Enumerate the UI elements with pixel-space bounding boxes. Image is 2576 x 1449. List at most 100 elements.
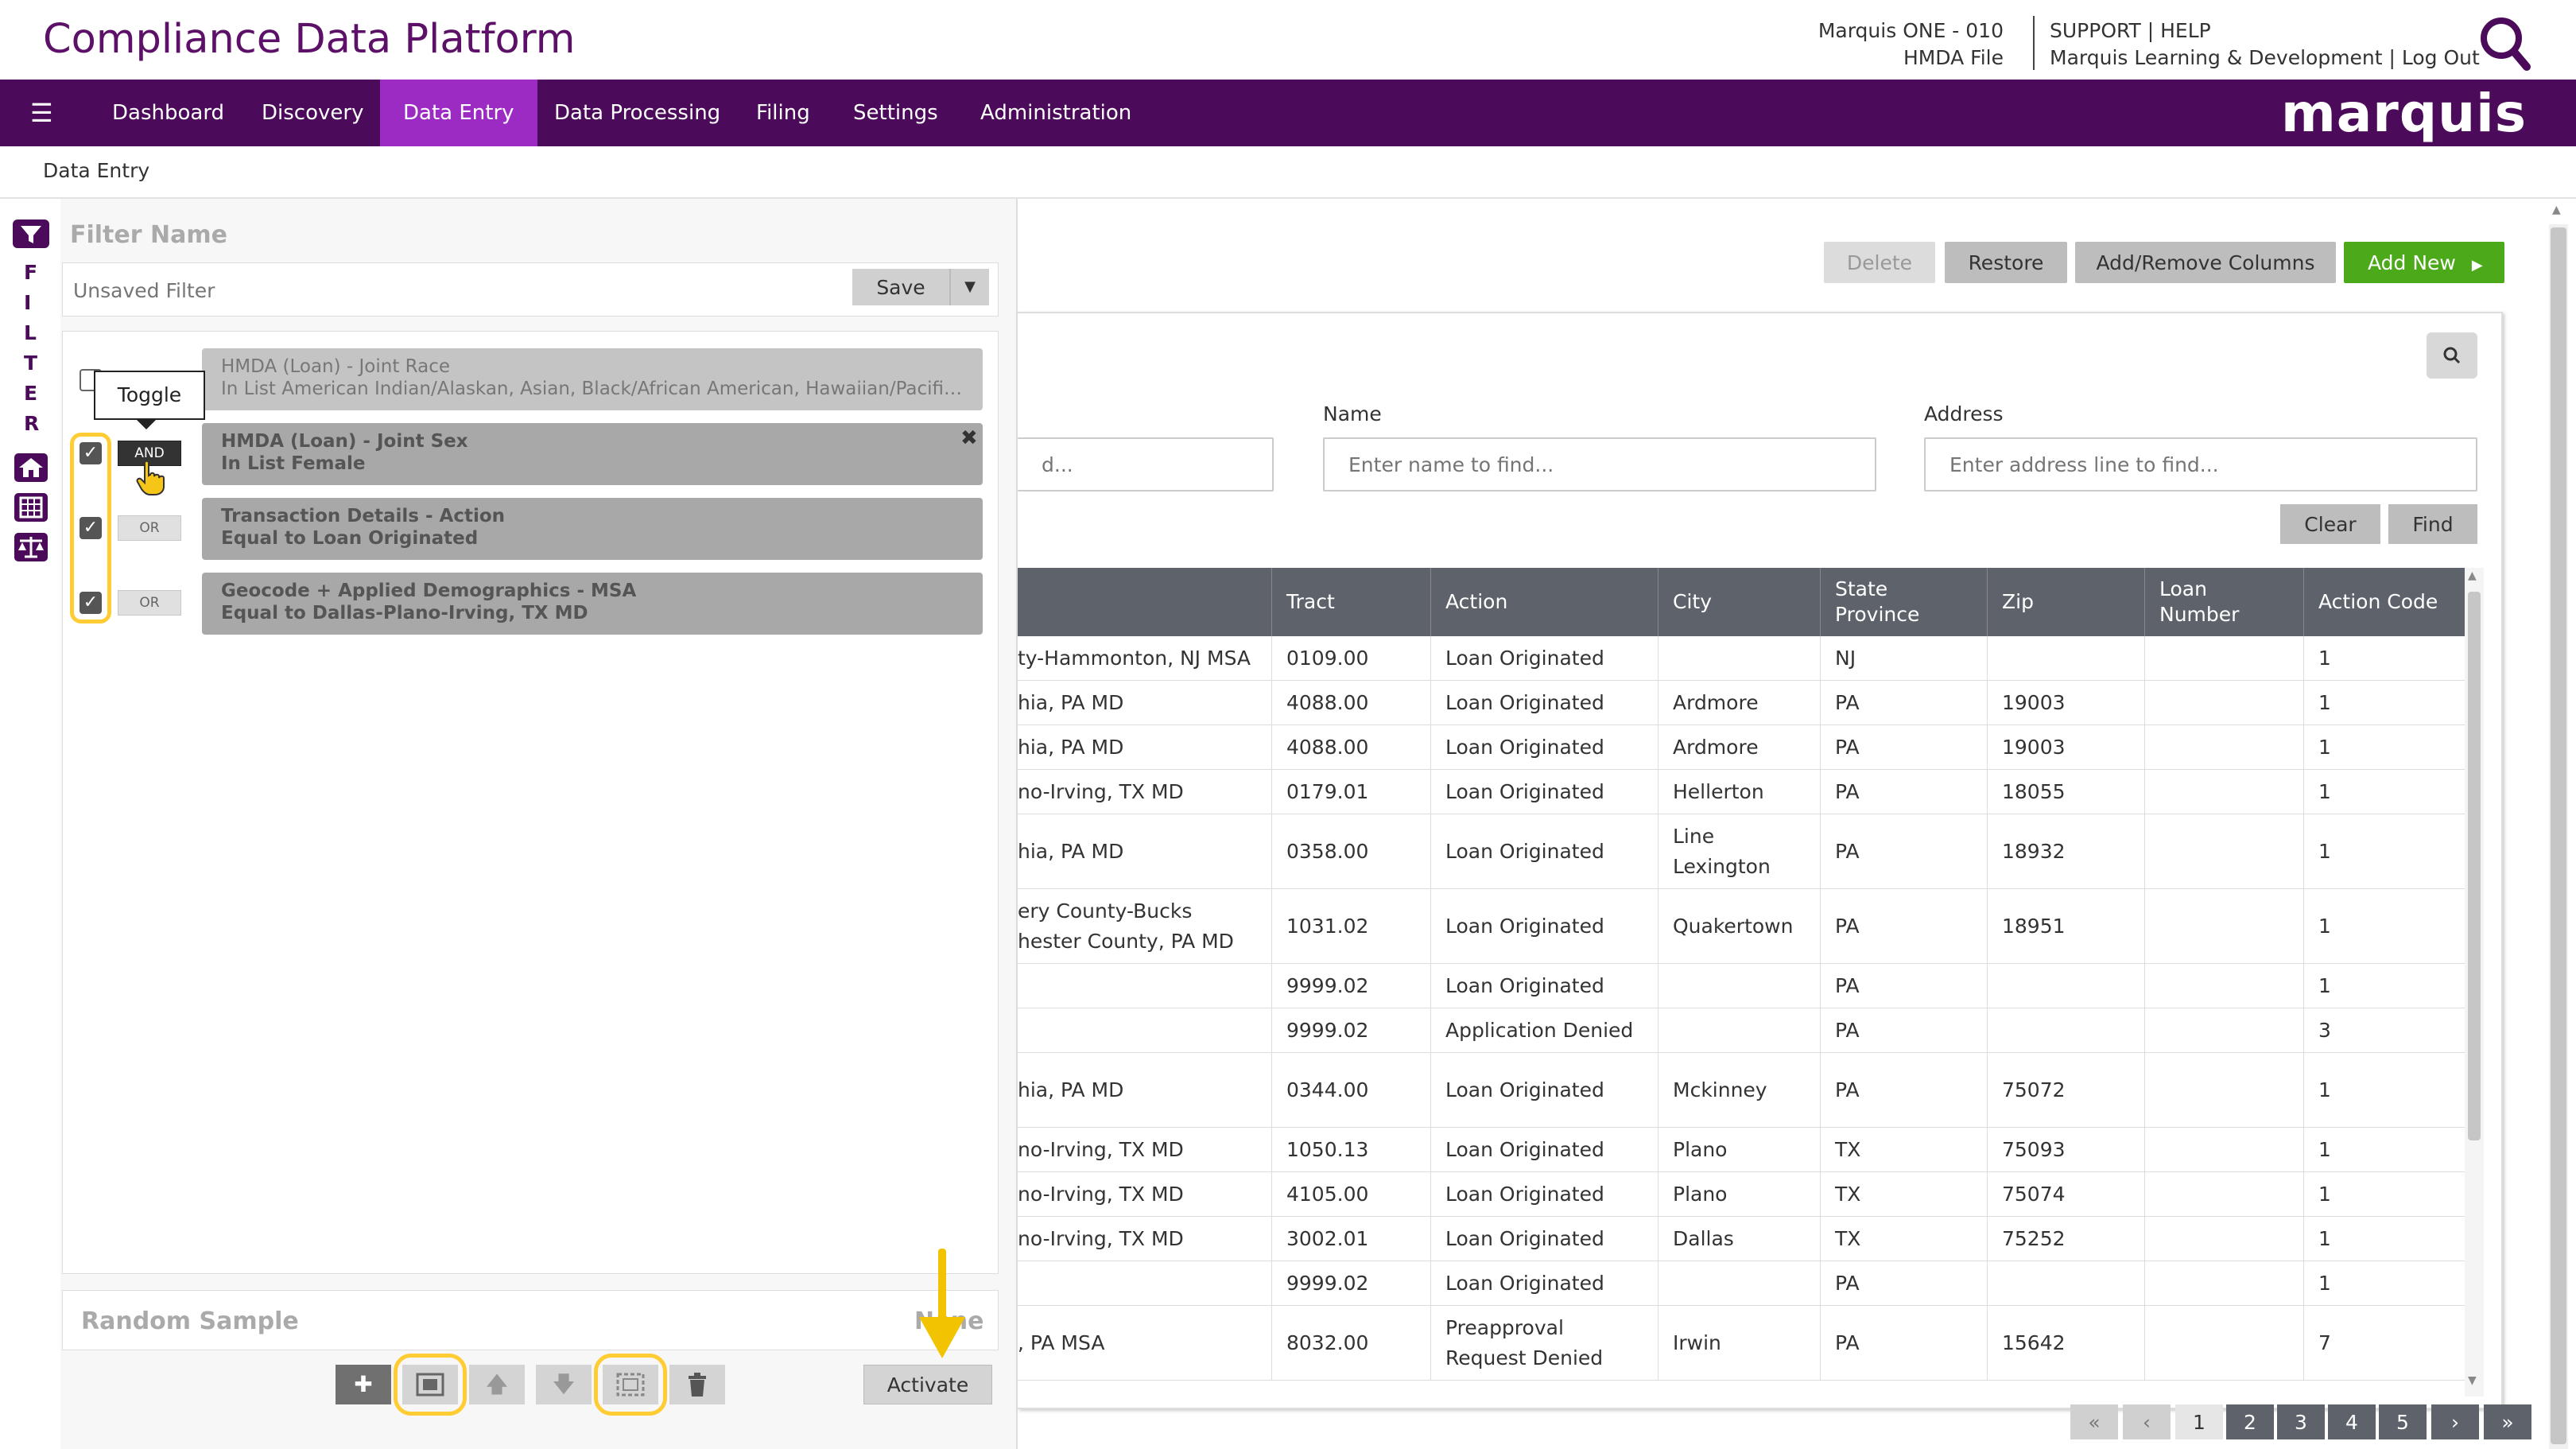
table-row[interactable]: 9999.02 Loan Originated PA 1 <box>1018 964 2465 1008</box>
scroll-up-icon[interactable]: ▲ <box>2552 204 2561 216</box>
delete-button[interactable]: Delete <box>1824 242 1935 283</box>
user-logout-link[interactable]: Marquis Learning & Development | Log Out <box>2050 46 2480 69</box>
table-row[interactable]: 9999.02 Loan Originated PA 1 <box>1018 1261 2465 1306</box>
add-new-button[interactable]: Add New ▶ <box>2344 242 2504 283</box>
random-sample-box[interactable] <box>62 1290 999 1350</box>
restore-button[interactable]: Restore <box>1945 242 2067 283</box>
table-row[interactable]: , PA MSA 8032.00 Preapproval Request Denie… <box>1018 1306 2465 1381</box>
move-down-icon[interactable]: 🡇 <box>536 1365 592 1404</box>
clear-button[interactable]: Clear <box>2280 504 2380 544</box>
callout-highlight <box>70 433 111 623</box>
column-header[interactable]: City <box>1658 568 1821 636</box>
activate-button[interactable]: Activate <box>863 1365 992 1404</box>
table-cell: 0109.00 <box>1272 636 1431 680</box>
add-remove-columns-button[interactable]: Add/Remove Columns <box>2075 242 2336 283</box>
column-header[interactable]: State Province <box>1821 568 1988 636</box>
column-header[interactable]: Action <box>1431 568 1658 636</box>
table-cell: PA <box>1821 725 1988 769</box>
support-help-link[interactable]: SUPPORT | HELP <box>2050 19 2211 42</box>
prev-page-button[interactable]: ‹ <box>2123 1404 2171 1439</box>
column-header[interactable]: Tract <box>1272 568 1431 636</box>
trash-icon[interactable] <box>669 1365 725 1404</box>
filter-name-label: Filter Name <box>70 221 227 249</box>
header-account: Marquis ONE - 010 HMDA File <box>1818 17 2004 72</box>
add-new-label: Add New <box>2368 251 2456 274</box>
column-header[interactable]: Zip <box>1988 568 2145 636</box>
table-cell <box>1018 1008 1272 1052</box>
page-button[interactable]: 3 <box>2277 1404 2325 1439</box>
address-search-input[interactable] <box>1924 437 2477 491</box>
filter-name-input[interactable] <box>72 270 827 310</box>
table-cell <box>1018 1261 1272 1305</box>
table-cell: ery County-Bucks hester County, PA MD <box>1018 889 1272 963</box>
column-header[interactable]: Action Code <box>2318 590 2438 613</box>
table-cell <box>2145 636 2304 680</box>
brand-logo: marquis <box>2281 83 2527 144</box>
nav-dashboard[interactable]: Dashboard <box>112 101 225 125</box>
table-row[interactable]: no-Irving, TX MD 4105.00 Loan Originated Pl… <box>1018 1172 2465 1217</box>
nav-data-entry[interactable]: Data Entry <box>380 80 537 146</box>
operator-toggle-button[interactable]: OR <box>118 515 181 541</box>
filter-rule[interactable]: HMDA (Loan) - Joint Sex In List Female <box>202 423 983 485</box>
add-rule-button[interactable]: ✚ <box>336 1365 391 1404</box>
search-field-partial[interactable] <box>1018 437 1274 491</box>
rule-checkbox[interactable]: ✓ <box>80 442 102 464</box>
page-button[interactable]: 2 <box>2226 1404 2274 1439</box>
ungroup-icon[interactable] <box>603 1365 658 1404</box>
operator-toggle-button[interactable]: OR <box>118 590 181 616</box>
table-row[interactable]: hia, PA MD 0358.00 Loan Originated Line Lex… <box>1018 814 2465 889</box>
page-button[interactable]: 5 <box>2379 1404 2427 1439</box>
nav-settings[interactable]: Settings <box>853 101 938 125</box>
filter-rule[interactable]: HMDA (Loan) - Joint Race In List America… <box>202 348 983 410</box>
search-toggle-icon[interactable] <box>2427 332 2477 379</box>
column-header[interactable] <box>1018 568 1272 636</box>
find-button[interactable]: Find <box>2388 504 2477 544</box>
save-button[interactable]: Save <box>852 269 949 305</box>
nav-administration[interactable]: Administration <box>980 101 1132 125</box>
menu-icon[interactable]: ☰ <box>30 98 53 128</box>
table-row[interactable]: hia, PA MD 0344.00 Loan Originated Mckinney… <box>1018 1053 2465 1128</box>
grid-scrollbar-thumb[interactable] <box>2468 592 2481 1140</box>
table-cell: 1 <box>2318 690 2331 714</box>
table-cell <box>2145 814 2304 888</box>
scale-icon[interactable] <box>14 533 48 565</box>
table-cell: PA <box>1821 1008 1988 1052</box>
grid-header <box>1018 568 2465 636</box>
table-cell: PA <box>1821 964 1988 1008</box>
table-row[interactable]: 9999.02 Application Denied PA 3 <box>1018 1008 2465 1053</box>
page-scrollbar-thumb[interactable] <box>2551 227 2566 1444</box>
table-row[interactable]: hia, PA MD 4088.00 Loan Originated Ardmore P… <box>1018 681 2465 725</box>
home-icon[interactable] <box>14 453 48 485</box>
close-icon[interactable]: ✖ <box>960 426 978 450</box>
operator-toggle-button[interactable]: AND <box>118 441 181 466</box>
nav-filing[interactable]: Filing <box>756 101 810 125</box>
table-row[interactable]: no-Irving, TX MD 3002.01 Loan Originated Da… <box>1018 1217 2465 1261</box>
last-page-button[interactable]: » <box>2484 1404 2531 1439</box>
filter-icon[interactable] <box>13 219 49 251</box>
table-row[interactable]: ty-Hammonton, NJ MSA 0109.00 Loan Originat… <box>1018 636 2465 681</box>
rule-checkbox[interactable]: ✓ <box>80 592 102 614</box>
table-row[interactable]: no-Irving, TX MD 1050.13 Loan Originated Pl… <box>1018 1128 2465 1172</box>
column-header[interactable]: Loan Number <box>2145 568 2304 636</box>
scroll-down-icon[interactable]: ▼ <box>2468 1374 2477 1387</box>
name-search-input[interactable] <box>1323 437 1876 491</box>
move-up-icon[interactable]: 🡅 <box>469 1365 525 1404</box>
building-icon[interactable] <box>14 493 48 525</box>
table-row[interactable]: hia, PA MD 4088.00 Loan Originated Ardmore P… <box>1018 725 2465 770</box>
group-icon[interactable] <box>402 1365 458 1404</box>
first-page-button[interactable]: « <box>2070 1404 2118 1439</box>
table-row[interactable]: ery County-Bucks hester County, PA MD 103… <box>1018 889 2465 964</box>
scroll-up-icon[interactable]: ▲ <box>2468 569 2477 582</box>
filter-rule[interactable]: Transaction Details - Action Equal to Lo… <box>202 498 983 560</box>
nav-discovery[interactable]: Discovery <box>262 101 364 125</box>
save-dropdown-icon[interactable]: ▼ <box>949 269 989 305</box>
page-button[interactable]: 4 <box>2328 1404 2376 1439</box>
filter-rule[interactable]: Geocode + Applied Demographics - MSA Equ… <box>202 573 983 635</box>
table-cell: Loan Originated <box>1431 814 1658 888</box>
next-page-button[interactable]: › <box>2431 1404 2479 1439</box>
nav-data-processing[interactable]: Data Processing <box>554 101 721 125</box>
page-button[interactable]: 1 <box>2175 1404 2223 1439</box>
table-row[interactable]: no-Irving, TX MD 0179.01 Loan Originated He… <box>1018 770 2465 814</box>
rule-checkbox[interactable]: ✓ <box>80 517 102 539</box>
search-icon[interactable] <box>2477 14 2533 73</box>
